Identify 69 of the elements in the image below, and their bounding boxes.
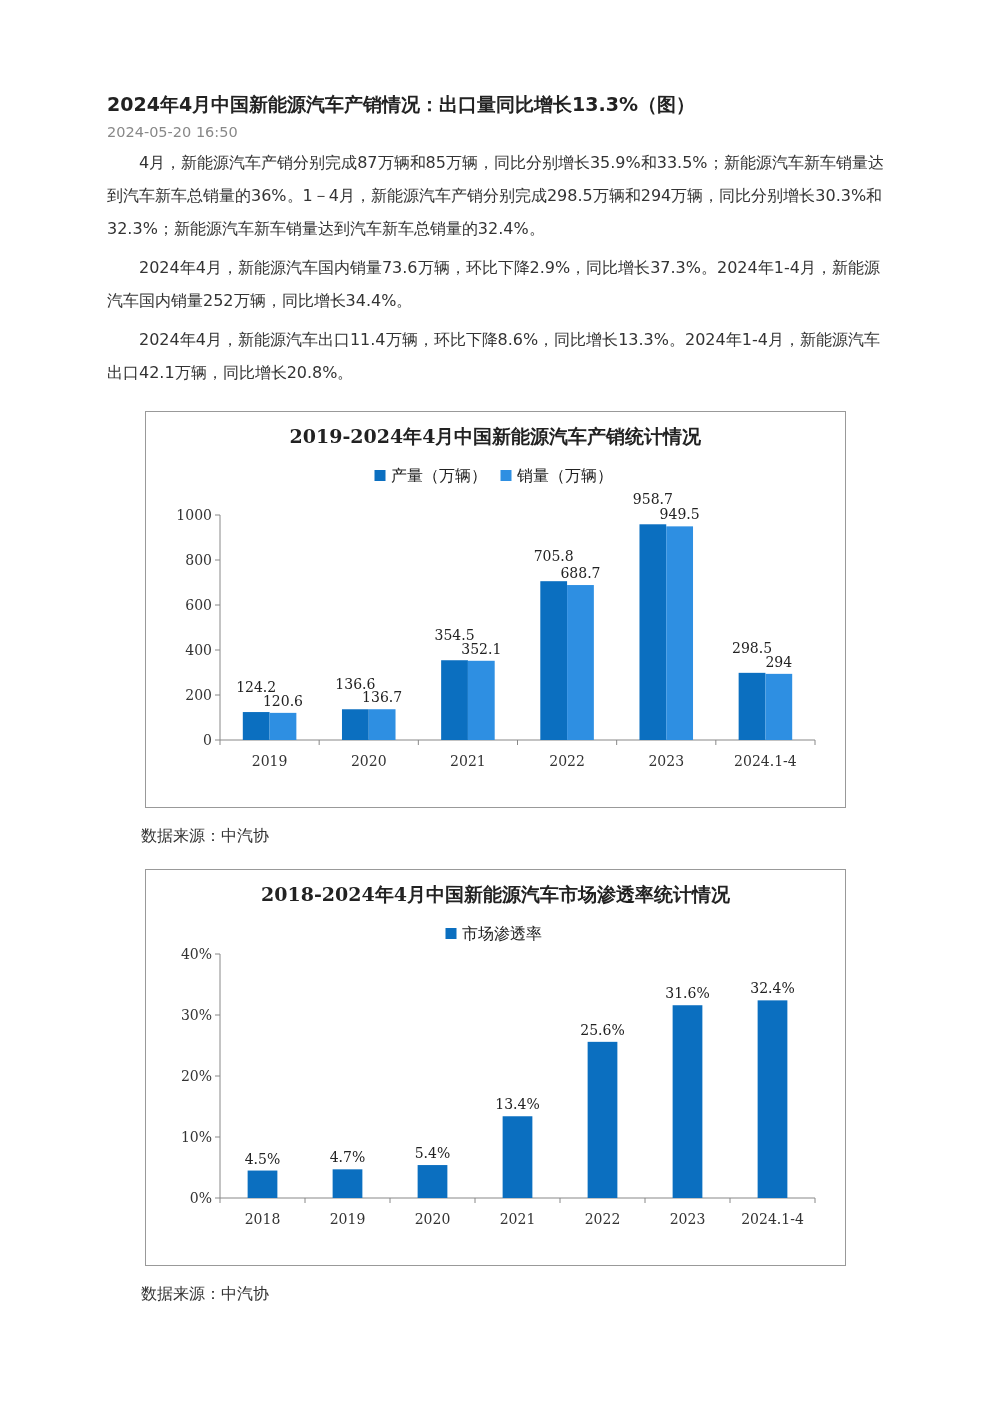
bar [757,1000,788,1198]
bar [587,1041,618,1198]
bar [502,1116,533,1198]
bar [467,660,495,740]
bar [269,712,297,740]
y-tick-label: 40% [180,946,212,962]
bar [666,526,694,740]
chart-title: 2018-2024年4月中国新能源汽车市场渗透率统计情况 [261,883,731,905]
bar [417,1165,448,1198]
bar [738,672,766,740]
data-label: 25.6% [580,1021,625,1038]
bar [368,709,396,740]
legend-label: 市场渗透率 [461,924,542,943]
text: 2024年4月中国新能源汽车产销情况：出口量同比增长13.3%（图） [107,92,697,117]
x-tick-label: 2024.1-4 [734,753,797,769]
x-tick-label: 2024.1-4 [741,1211,804,1227]
legend-label: 销量（万辆） [515,466,613,485]
data-label: 949.5 [659,506,700,523]
data-label: 31.6% [665,985,710,1002]
x-tick-label: 2023 [648,753,685,769]
y-tick-label: 1000 [176,507,212,523]
bar [639,524,667,740]
x-tick-label: 2022 [584,1211,621,1227]
source-note: 数据来源：中汽协 [141,826,270,847]
x-tick-label: 2019 [329,1211,366,1227]
text: 2024-05-20 16:50 [107,124,239,140]
x-tick-label: 2020 [350,753,387,769]
data-label: 298.5 [731,639,773,656]
y-tick-label: 400 [185,642,212,658]
x-tick-label: 2019 [251,753,288,769]
data-label: 32.4% [750,980,795,997]
chart-title: 2019-2024年4月中国新能源汽车产销统计情况 [289,425,703,447]
data-label: 705.8 [533,548,574,565]
y-tick-label: 200 [185,687,212,703]
text: 2024年4月，新能源汽车国内销量73.6万辆，环比下降2.9%，同比增长37.3%。2024年1-4月，新能源汽车国内销量252万辆，同比增长34.4%。 [107,257,881,312]
data-label: 958.7 [632,491,673,508]
y-tick-label: 800 [185,552,212,568]
data-label: 4.5% [244,1150,281,1167]
y-tick-label: 10% [180,1129,212,1145]
bar [332,1169,363,1198]
x-tick-label: 2020 [414,1211,451,1227]
x-tick-label: 2021 [499,1211,536,1227]
y-tick-label: 30% [180,1007,212,1023]
data-label: 5.4% [414,1145,451,1162]
bar [540,581,568,740]
bar [242,712,270,740]
data-label: 4.7% [329,1149,366,1166]
y-tick-label: 0% [189,1190,212,1206]
data-label: 294 [765,653,793,670]
bar [247,1170,278,1198]
data-label: 136.7 [362,689,403,706]
x-tick-label: 2023 [669,1211,706,1227]
y-tick-label: 600 [185,597,212,613]
y-tick-label: 20% [180,1068,212,1084]
x-tick-label: 2022 [549,753,585,769]
legend-label: 产量（万辆） [390,466,487,485]
y-tick-label: 0 [203,732,212,748]
x-tick-label: 2018 [244,1211,281,1227]
data-label: 13.4% [495,1096,540,1113]
text: 2024年4月，新能源汽车出口11.4万辆，环比下降8.6%，同比增长13.3%。2024年1-4月，新能源汽车出口42.1万辆，同比增长20.8%。 [107,329,881,384]
data-label: 688.7 [560,565,601,582]
x-tick-label: 2021 [450,753,486,769]
bar [765,673,793,740]
text: 4月，新能源汽车产销分别完成87万辆和85万辆，同比分别增长35.9%和33.5%；新能源汽车新车销量达到汽车新车总销量的36%。1－4月，新能源汽车产销分别完成298.5万辆和294万辆，同比分别增长30.3%和32.3%；新能源汽车新车销量达到汽车新车总销量的32.4%。 [107,152,885,240]
bar [672,1005,703,1198]
bar [341,709,369,740]
bar [567,585,594,740]
source-note: 数据来源：中汽协 [141,1284,270,1305]
bar [441,660,468,740]
